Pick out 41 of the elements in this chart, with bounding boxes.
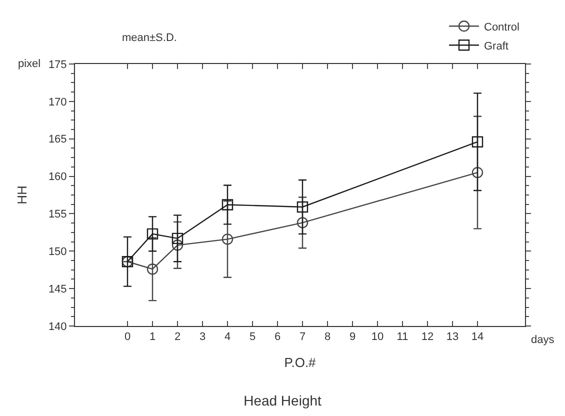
y-axis-title: HH <box>14 186 30 204</box>
x-tick-label: 14 <box>471 331 484 344</box>
x-tick-label: 6 <box>274 331 281 344</box>
point <box>472 136 484 148</box>
x-tick-label: 10 <box>371 331 384 344</box>
point <box>146 264 158 275</box>
x-tick-label: 8 <box>324 331 331 344</box>
text: mean±S.D. <box>122 32 177 44</box>
y-tick-label: 155 <box>48 208 67 221</box>
x-tick-label: 2 <box>174 331 181 344</box>
y-tick-label: 145 <box>48 283 67 296</box>
x-tick-label: 12 <box>421 331 434 344</box>
y-tick-label: 175 <box>48 58 67 71</box>
point <box>172 232 184 244</box>
point <box>296 217 308 228</box>
y-tick-label: 140 <box>48 320 67 333</box>
text: days <box>531 334 555 346</box>
y-tick-label: 160 <box>48 171 67 184</box>
legend-label: Graft <box>484 40 508 52</box>
x-tick-label: 7 <box>299 331 306 344</box>
y-tick-label: 150 <box>48 246 67 258</box>
x-tick-label: 3 <box>199 331 206 344</box>
x-tick-label: 4 <box>224 331 231 344</box>
x-tick-label: 13 <box>446 331 459 344</box>
text: pixel <box>18 58 41 70</box>
point <box>222 199 234 210</box>
x-tick-label: 11 <box>396 331 408 344</box>
y-tick-label: 165 <box>48 134 67 146</box>
point <box>172 240 184 251</box>
legend-label: Control <box>484 21 520 34</box>
point <box>146 228 158 240</box>
x-tick-label: 9 <box>349 331 356 344</box>
y-tick-label: 170 <box>48 96 67 108</box>
text: Head Height <box>244 392 322 409</box>
point <box>472 166 484 178</box>
x-axis-title: P.O.# <box>284 354 317 370</box>
x-tick-label: 1 <box>149 331 156 344</box>
x-tick-label: 5 <box>249 331 256 344</box>
point <box>222 234 234 245</box>
x-tick-label: 0 <box>124 331 131 344</box>
point <box>296 201 308 213</box>
